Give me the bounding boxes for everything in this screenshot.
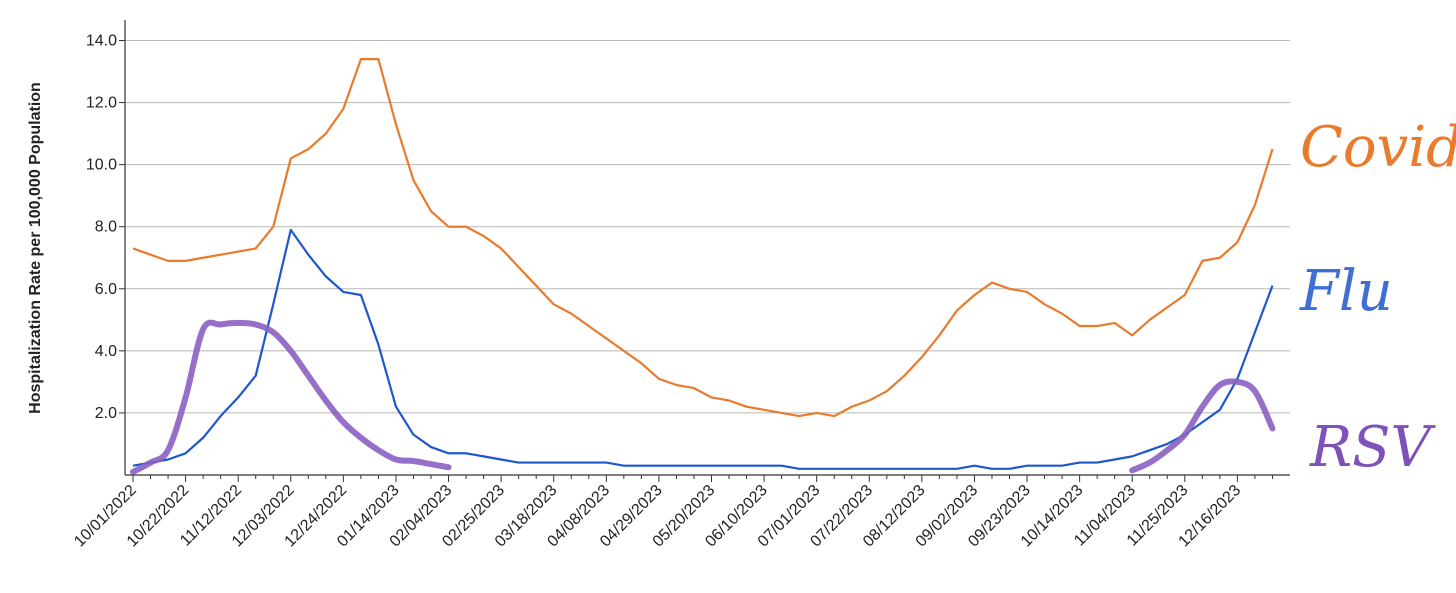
y-tick-label: 6.0 xyxy=(95,281,117,298)
y-tick-label: 12.0 xyxy=(86,95,117,112)
y-tick-label: 10.0 xyxy=(86,157,117,174)
y-tick-label: 8.0 xyxy=(95,219,117,236)
rsv-series-stroke-1 xyxy=(130,319,452,475)
flu-series-line xyxy=(132,228,1274,470)
flu-annotation: Flu xyxy=(1299,259,1393,324)
y-tick-label: 14.0 xyxy=(86,33,117,50)
grid xyxy=(125,40,1290,414)
rsv-series-stroke-2 xyxy=(1129,378,1276,474)
y-axis-ticks: 2.0 4.0 6.0 8.0 10.0 12.0 14.0 xyxy=(86,33,125,422)
rsv-annotation: RSV xyxy=(1309,415,1437,480)
y-axis-label: Hospitalization Rate per 100,000 Populat… xyxy=(27,82,44,414)
covid-series-line xyxy=(132,58,1274,418)
y-tick-label: 4.0 xyxy=(95,343,117,360)
y-tick-label: 2.0 xyxy=(95,405,117,422)
covid-annotation: Covid xyxy=(1300,115,1456,180)
axes xyxy=(124,20,1290,476)
series-lines xyxy=(130,58,1276,475)
x-axis-ticks: 10/01/202210/22/202211/12/202212/03/2022… xyxy=(71,475,1273,550)
